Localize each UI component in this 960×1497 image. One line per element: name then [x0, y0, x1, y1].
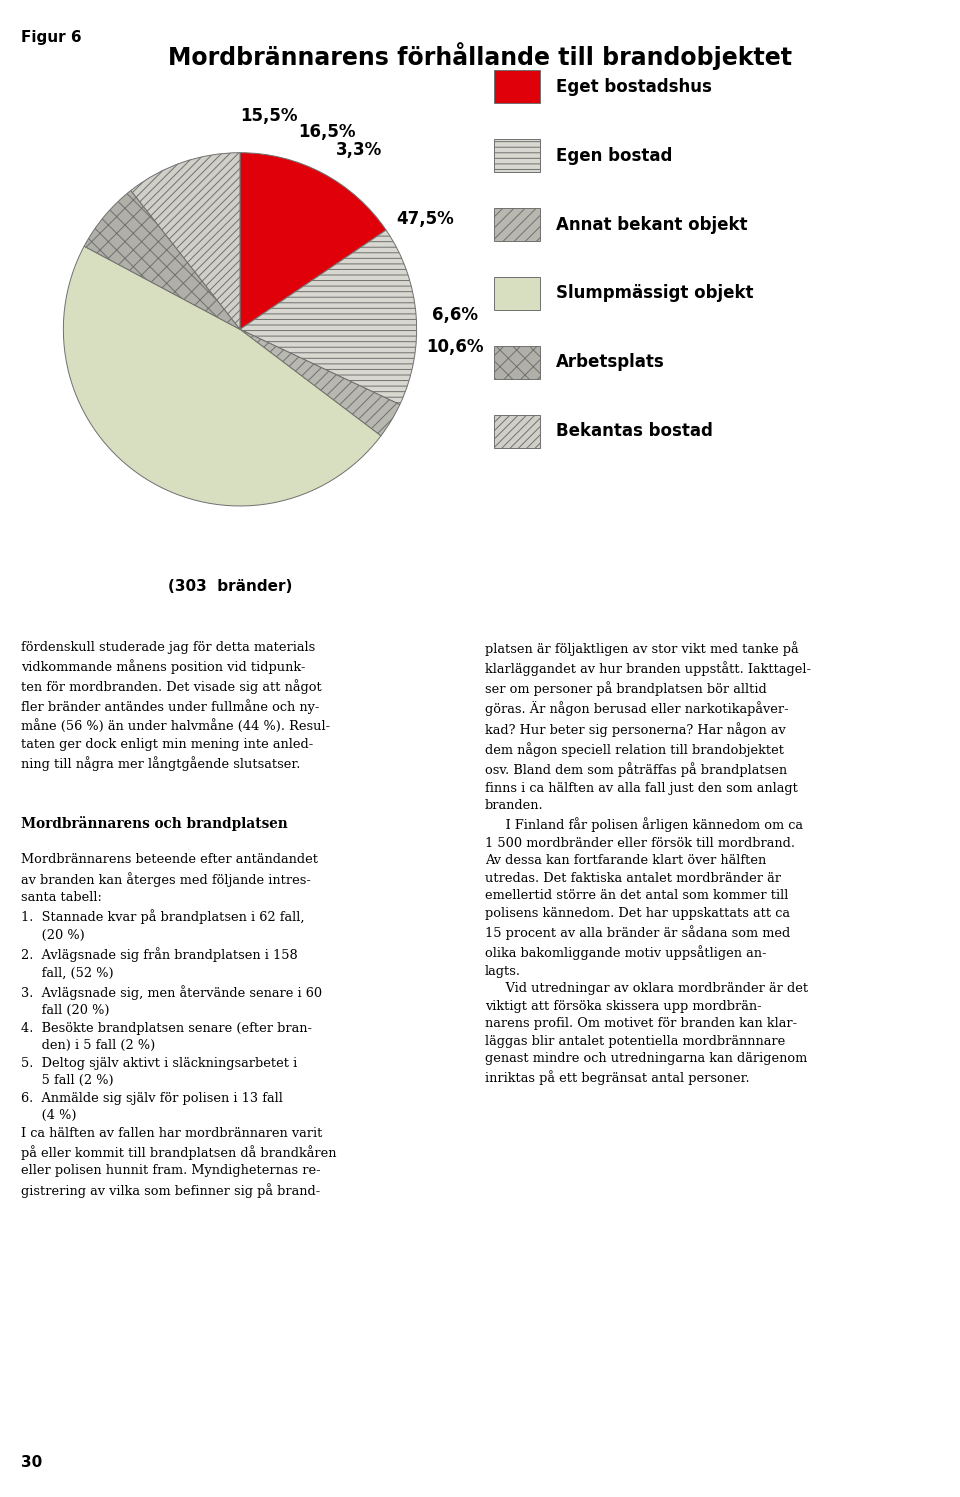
Wedge shape	[240, 329, 399, 436]
Text: Mordbrännarens och brandplatsen: Mordbrännarens och brandplatsen	[21, 816, 288, 831]
Text: Figur 6: Figur 6	[21, 30, 82, 45]
Wedge shape	[240, 231, 417, 404]
Text: platsen är följaktligen av stor vikt med tanke på
klarläggandet av hur branden u: platsen är följaktligen av stor vikt med…	[485, 641, 811, 1085]
Wedge shape	[240, 153, 386, 329]
Text: 16,5%: 16,5%	[298, 123, 355, 141]
Wedge shape	[63, 246, 381, 506]
Text: Annat bekant objekt: Annat bekant objekt	[556, 216, 747, 234]
Text: 47,5%: 47,5%	[396, 210, 454, 228]
Text: 6,6%: 6,6%	[432, 305, 478, 323]
Text: Eget bostadshus: Eget bostadshus	[556, 78, 711, 96]
Wedge shape	[84, 190, 240, 329]
Wedge shape	[131, 153, 240, 329]
Text: Bekantas bostad: Bekantas bostad	[556, 422, 712, 440]
Text: Mordbrännarens förhållande till brandobjektet: Mordbrännarens förhållande till brandobj…	[168, 42, 792, 70]
Text: Mordbrännarens beteende efter antändandet
av branden kan återges med följande in: Mordbrännarens beteende efter antändande…	[21, 853, 337, 1198]
Text: (303  bränder): (303 bränder)	[168, 579, 293, 594]
Text: fördenskull studerade jag för detta materials
vidkommande månens position vid ti: fördenskull studerade jag för detta mate…	[21, 641, 330, 771]
Text: 30: 30	[21, 1455, 42, 1470]
Text: 3,3%: 3,3%	[336, 141, 382, 159]
Text: 10,6%: 10,6%	[426, 338, 484, 356]
Text: 15,5%: 15,5%	[240, 106, 298, 124]
Text: Egen bostad: Egen bostad	[556, 147, 672, 165]
Text: Arbetsplats: Arbetsplats	[556, 353, 664, 371]
Text: Slumpmässigt objekt: Slumpmässigt objekt	[556, 284, 754, 302]
